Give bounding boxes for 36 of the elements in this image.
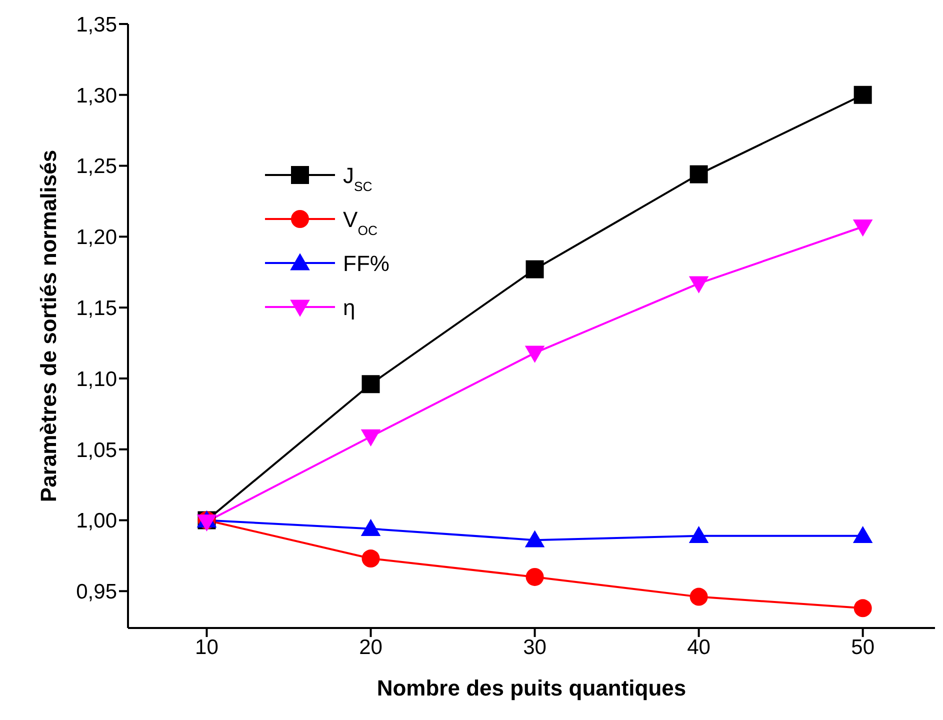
point xyxy=(688,526,709,544)
point xyxy=(690,165,708,184)
point xyxy=(524,530,545,548)
y-tick-label: 1,20 xyxy=(76,226,117,250)
point xyxy=(526,260,544,278)
y-tick-label: 1,35 xyxy=(76,13,117,36)
point xyxy=(362,375,380,394)
y-tick-label: 1,00 xyxy=(76,510,117,533)
point xyxy=(360,518,381,536)
y-tick-label: 1,30 xyxy=(76,84,117,108)
point xyxy=(854,599,872,618)
y-tick-label: 1,25 xyxy=(76,155,117,178)
point xyxy=(688,276,709,294)
point xyxy=(852,526,873,544)
legend-label: J$_{SC}$ xyxy=(343,163,373,194)
legend-label: V$_{OC}$ xyxy=(343,207,378,238)
y-axis-title: Paramètres de sortiés normalisés xyxy=(36,150,61,502)
point xyxy=(524,346,545,363)
point xyxy=(852,220,873,237)
y-tick-label: 1,05 xyxy=(76,438,117,462)
x-axis-title: Nombre des puits quantiques xyxy=(376,676,686,701)
x-tick-label: 40 xyxy=(687,636,710,659)
y-tick-label: 1,10 xyxy=(76,368,117,391)
point xyxy=(360,429,381,446)
y-tick-label: 1,15 xyxy=(76,297,117,320)
point xyxy=(362,550,380,568)
x-tick-label: 10 xyxy=(195,636,218,659)
point xyxy=(854,86,872,104)
x-tick-label: 30 xyxy=(523,636,546,659)
y-tick-label: 0,95 xyxy=(76,580,117,604)
point xyxy=(526,568,544,586)
legend-label: η xyxy=(343,295,356,320)
point xyxy=(690,588,708,606)
legend-label: FF% xyxy=(343,251,390,276)
x-tick-label: 50 xyxy=(851,636,875,659)
x-tick-label: 20 xyxy=(359,636,382,659)
